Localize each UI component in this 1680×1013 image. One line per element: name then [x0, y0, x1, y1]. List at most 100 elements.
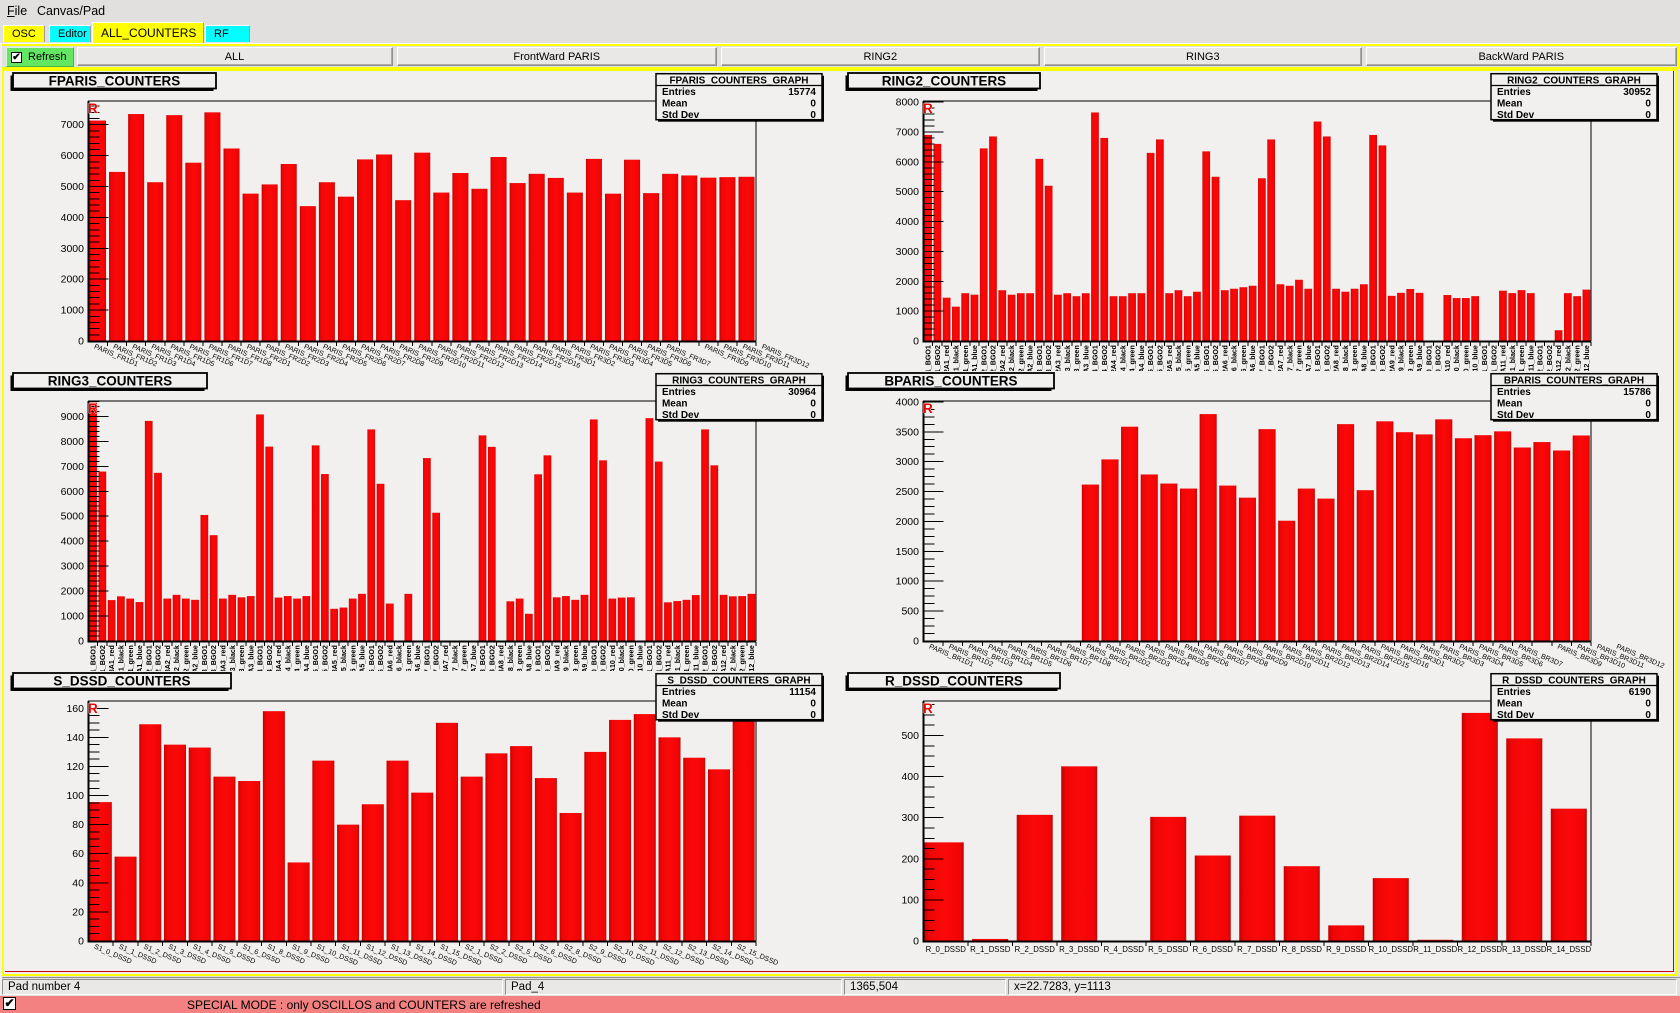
svg-text:Mean: Mean: [662, 399, 688, 410]
svg-text:R2A6_blue: R2A6_blue: [1249, 345, 1257, 371]
svg-text:RA4_BGO1: RA4_BGO1: [257, 646, 265, 672]
svg-text:RA2_BGO2: RA2_BGO2: [155, 646, 163, 672]
svg-text:RA3_BGO1: RA3_BGO1: [201, 646, 209, 672]
svg-text:Std Dev: Std Dev: [1496, 710, 1534, 721]
svg-text:5000: 5000: [895, 187, 918, 198]
svg-text:R3A7_blue: R3A7_blue: [470, 646, 478, 672]
svg-text:BPARIS_COUNTERS: BPARIS_COUNTERS: [884, 374, 1017, 389]
svg-text:200: 200: [901, 855, 919, 866]
svg-text:R3A11_red: R3A11_red: [665, 646, 673, 672]
svg-text:RA4_green: RA4_green: [294, 646, 302, 672]
svg-text:15774: 15774: [788, 87, 816, 98]
svg-text:RA6_green: RA6_green: [405, 646, 413, 672]
svg-text:9000: 9000: [61, 412, 84, 423]
svg-text:RA4_green: RA4_green: [1128, 345, 1136, 371]
svg-text:RA5_green: RA5_green: [1184, 345, 1192, 371]
svg-text:RA10_green: RA10_green: [1462, 345, 1470, 371]
svg-text:RA2_green: RA2_green: [1017, 345, 1025, 371]
svg-text:RA7_BGO1: RA7_BGO1: [1258, 345, 1266, 371]
svg-text:R2A2_blue: R2A2_blue: [1026, 345, 1034, 371]
svg-text:120: 120: [66, 762, 84, 773]
svg-text:R_0_DSSD: R_0_DSSD: [925, 945, 966, 954]
svg-text:RA11_BGO1: RA11_BGO1: [1481, 345, 1489, 371]
svg-text:R2A6_red: R2A6_red: [1221, 345, 1229, 371]
svg-text:R3A2_red: R3A2_red: [164, 646, 172, 672]
svg-text:RA12_black: RA12_black: [1564, 345, 1572, 371]
svg-text:R2A11_blue: R2A11_blue: [1527, 345, 1535, 371]
svg-text:R_14_DSSD: R_14_DSSD: [1546, 945, 1591, 954]
svg-text:R2A4_red: R2A4_red: [1110, 345, 1118, 371]
svg-text:R2A4_blue: R2A4_blue: [1137, 345, 1145, 371]
svg-text:Mean: Mean: [662, 99, 688, 110]
svg-text:RA11_green: RA11_green: [683, 646, 691, 672]
svg-text:RA5_black: RA5_black: [1175, 345, 1183, 371]
svg-text:R: R: [922, 701, 932, 716]
svg-text:0: 0: [810, 110, 816, 121]
svg-text:0: 0: [913, 337, 919, 348]
svg-text:R3A1_red: R3A1_red: [108, 646, 116, 672]
svg-text:RA10_black: RA10_black: [1453, 345, 1461, 371]
svg-text:R3A8_red: R3A8_red: [498, 646, 506, 672]
svg-text:3500: 3500: [895, 428, 918, 439]
svg-text:R2A1_red: R2A1_red: [943, 345, 951, 371]
svg-text:30952: 30952: [1623, 87, 1651, 98]
svg-text:0: 0: [1645, 110, 1651, 121]
svg-text:4000: 4000: [895, 217, 918, 228]
svg-text:RA5_BGO1: RA5_BGO1: [1147, 345, 1155, 371]
svg-text:Entries: Entries: [662, 87, 696, 98]
svg-text:S_DSSD_COUNTERS_GRAPH: S_DSSD_COUNTERS_GRAPH: [667, 676, 810, 687]
svg-text:RA9_black: RA9_black: [563, 646, 571, 672]
svg-text:20: 20: [72, 908, 84, 919]
svg-text:RA3_BGO1: RA3_BGO1: [1035, 345, 1043, 371]
svg-text:0: 0: [810, 410, 816, 421]
svg-text:RA10_green: RA10_green: [627, 646, 635, 672]
svg-text:RA12_green: RA12_green: [1573, 345, 1581, 371]
svg-text:6000: 6000: [895, 158, 918, 169]
svg-text:R2A3_blue: R2A3_blue: [1082, 345, 1090, 371]
svg-text:1000: 1000: [61, 612, 84, 623]
svg-text:R2A9_blue: R2A9_blue: [1416, 345, 1424, 371]
svg-text:RA7_green: RA7_green: [1295, 345, 1303, 371]
svg-text:RA3_black: RA3_black: [1063, 345, 1071, 371]
svg-text:RA7_black: RA7_black: [451, 646, 459, 672]
svg-text:Mean: Mean: [1496, 99, 1522, 110]
svg-text:160: 160: [66, 704, 84, 715]
svg-text:R3A12_blue: R3A12_blue: [748, 646, 756, 672]
svg-text:2000: 2000: [895, 277, 918, 288]
svg-text:80: 80: [72, 821, 84, 832]
svg-text:60: 60: [72, 850, 84, 861]
svg-text:Mean: Mean: [1496, 399, 1522, 410]
svg-text:RING3_COUNTERS_GRAPH: RING3_COUNTERS_GRAPH: [672, 376, 806, 387]
svg-text:RA2_BGO1: RA2_BGO1: [145, 646, 153, 672]
svg-text:500: 500: [901, 607, 919, 618]
svg-text:R3A10_red: R3A10_red: [609, 646, 617, 672]
svg-text:R_6_DSSD: R_6_DSSD: [1192, 945, 1233, 954]
svg-text:RA8_BGO1: RA8_BGO1: [1314, 345, 1322, 371]
svg-text:R_5_DSSD: R_5_DSSD: [1148, 945, 1189, 954]
svg-text:RA4_BGO2: RA4_BGO2: [1100, 345, 1108, 371]
svg-text:R3A3_red: R3A3_red: [219, 646, 227, 672]
svg-text:Entries: Entries: [1496, 87, 1530, 98]
svg-text:FPARIS_COUNTERS_GRAPH: FPARIS_COUNTERS_GRAPH: [669, 76, 808, 87]
svg-text:BPARIS_COUNTERS_GRAPH: BPARIS_COUNTERS_GRAPH: [1503, 376, 1643, 387]
svg-text:Entries: Entries: [1496, 688, 1530, 699]
svg-text:RA8_BGO2: RA8_BGO2: [1323, 345, 1331, 371]
svg-text:FPARIS_COUNTERS: FPARIS_COUNTERS: [49, 74, 181, 89]
svg-text:RA11_BGO2: RA11_BGO2: [655, 646, 663, 672]
svg-text:R3A10_blue: R3A10_blue: [637, 646, 645, 672]
svg-text:RA11_green: RA11_green: [1518, 345, 1526, 371]
svg-text:R3A2_blue: R3A2_blue: [192, 646, 200, 672]
svg-text:R_10_DSSD: R_10_DSSD: [1368, 945, 1413, 954]
svg-text:1500: 1500: [895, 547, 918, 558]
svg-text:7000: 7000: [895, 128, 918, 139]
svg-text:RA10_BGO1: RA10_BGO1: [1425, 345, 1433, 371]
svg-text:8000: 8000: [61, 437, 84, 448]
svg-text:RA1_BGO2: RA1_BGO2: [933, 345, 941, 371]
svg-text:RA6_BGO2: RA6_BGO2: [1212, 345, 1220, 371]
svg-text:R2A10_red: R2A10_red: [1443, 345, 1451, 371]
svg-text:4000: 4000: [61, 537, 84, 548]
svg-text:RA3_black: RA3_black: [229, 646, 237, 672]
svg-text:2500: 2500: [895, 487, 918, 498]
svg-text:RA12_BGO1: RA12_BGO1: [1536, 345, 1544, 371]
svg-text:R2A12_blue: R2A12_blue: [1583, 345, 1591, 371]
